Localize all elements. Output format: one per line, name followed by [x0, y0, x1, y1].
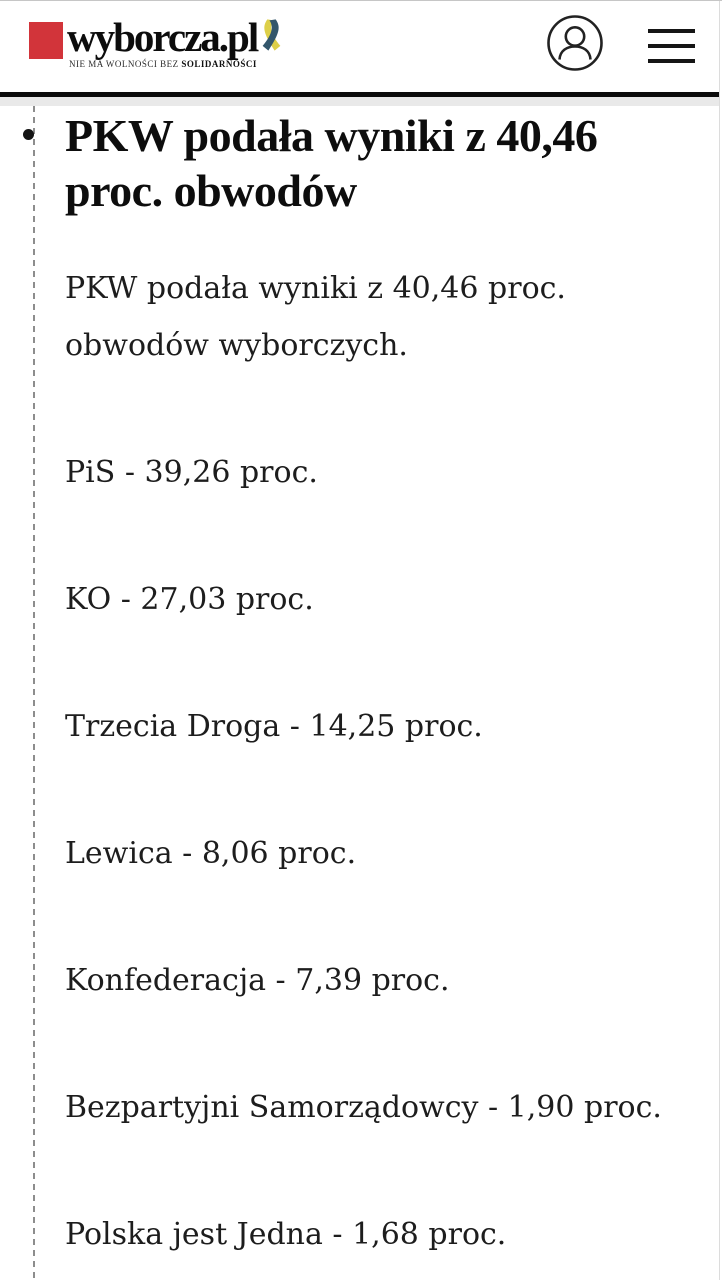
- brand-red-mark-icon: [29, 22, 63, 59]
- entry-paragraph: Lewica - 8,06 proc.: [65, 836, 357, 871]
- entry-paragraph: Bezpartyjni Samorządowcy - 1,90 proc.: [65, 1090, 662, 1125]
- hamburger-icon: [648, 29, 695, 33]
- live-entry: PKW podała wyniki z 40,46 proc. obwodów …: [23, 108, 690, 1263]
- entry-paragraph: Konfederacja - 7,39 proc.: [65, 963, 450, 998]
- live-timeline: PKW podała wyniki z 40,46 proc. obwodów …: [0, 106, 722, 1280]
- site-header: wyborcza.pl NIE MA WOLNOŚCI BEZ SOLIDARN…: [0, 1, 722, 97]
- user-icon: [547, 15, 603, 71]
- entry-paragraph: PKW podała wyniki z 40,46 proc. obwodów …: [65, 271, 566, 363]
- scrollbar-track[interactable]: [719, 1, 722, 1280]
- entry-paragraph: PiS - 39,26 proc.: [65, 455, 318, 490]
- entry-paragraph: Polska jest Jedna - 1,68 proc.: [65, 1217, 507, 1252]
- profile-button[interactable]: [546, 14, 604, 72]
- brand-tagline: NIE MA WOLNOŚCI BEZ SOLIDARNOŚCI: [67, 59, 284, 69]
- entry-title: PKW podała wyniki z 40,46 proc. obwodów: [65, 110, 598, 216]
- menu-button[interactable]: [648, 28, 695, 66]
- timeline-dashed-line: [33, 106, 35, 1280]
- entry-paragraph: KO - 27,03 proc.: [65, 582, 314, 617]
- entry-paragraph: Trzecia Droga - 14,25 proc.: [65, 709, 483, 744]
- ukraine-ribbon-icon: [262, 19, 281, 51]
- entry-body: PKW podała wyniki z 40,46 proc. obwodów …: [65, 260, 690, 1263]
- tagline-prefix: NIE MA WOLNOŚCI BEZ: [69, 59, 182, 69]
- brand-name: wyborcza.pl: [67, 14, 259, 60]
- tagline-emphasis: SOLIDARNOŚCI: [181, 59, 257, 69]
- entry-bullet-icon: [23, 129, 34, 140]
- header-shadow-band: [0, 97, 722, 106]
